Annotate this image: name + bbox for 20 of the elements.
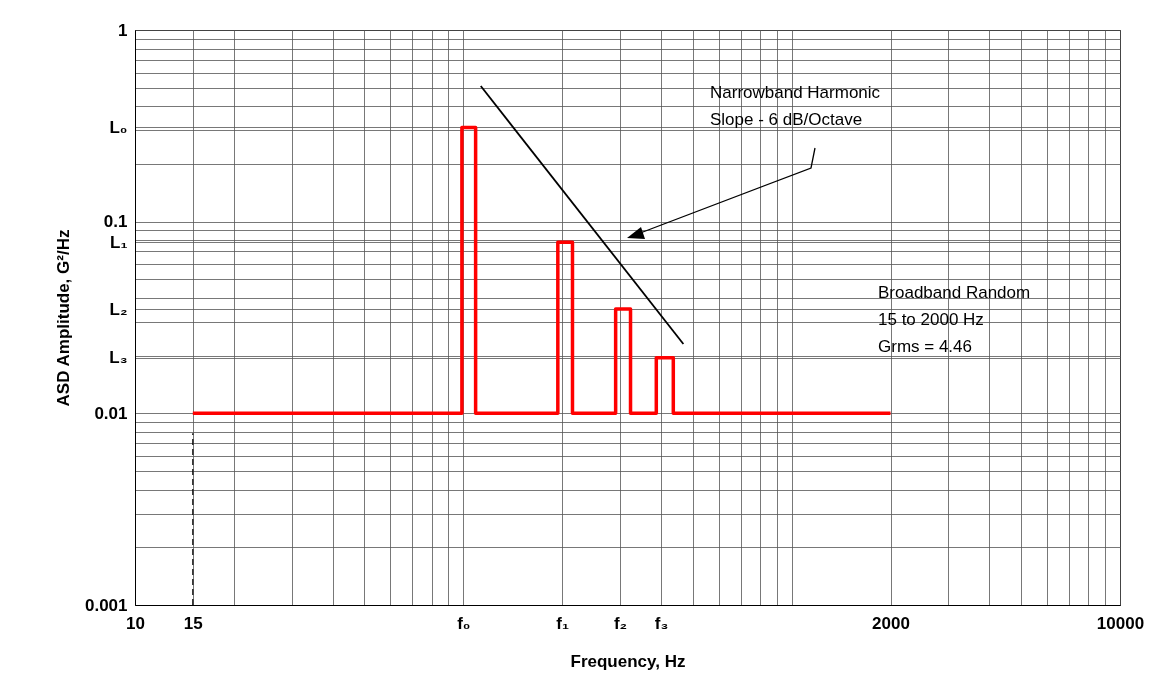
- annotation: Narrowband Harmonic Slope - 6 dB/Octave: [710, 83, 881, 129]
- y-tick-label: 0.01: [94, 403, 128, 423]
- x-tick-label: f₂: [613, 613, 628, 633]
- x-axis-title: Frequency, Hz: [570, 651, 686, 671]
- x-tick-label: f₃: [654, 613, 669, 633]
- x-tick-label: 10: [126, 613, 145, 633]
- y-tick-label: L₁: [110, 232, 128, 252]
- x-tick-label: 15: [183, 613, 203, 633]
- annotation: Broadband Random 15 to 2000 Hz Grms = 4.46: [878, 283, 1031, 356]
- y-tick-label: L₃: [109, 348, 128, 368]
- x-tick-label: f₀: [457, 613, 471, 633]
- y-tick-label: 1: [118, 20, 128, 40]
- x-tick-label: 10000: [1096, 613, 1145, 633]
- x-tick-label: 2000: [872, 613, 910, 633]
- y-tick-label: L₂: [109, 299, 128, 319]
- y-tick-label: L₀: [109, 117, 128, 137]
- y-axis-title: ASD Amplitude, G²/Hz: [53, 229, 73, 407]
- y-tick-label: 0.001: [84, 595, 128, 615]
- x-tick-label: f₁: [556, 613, 570, 633]
- y-tick-label: 0.1: [103, 212, 128, 232]
